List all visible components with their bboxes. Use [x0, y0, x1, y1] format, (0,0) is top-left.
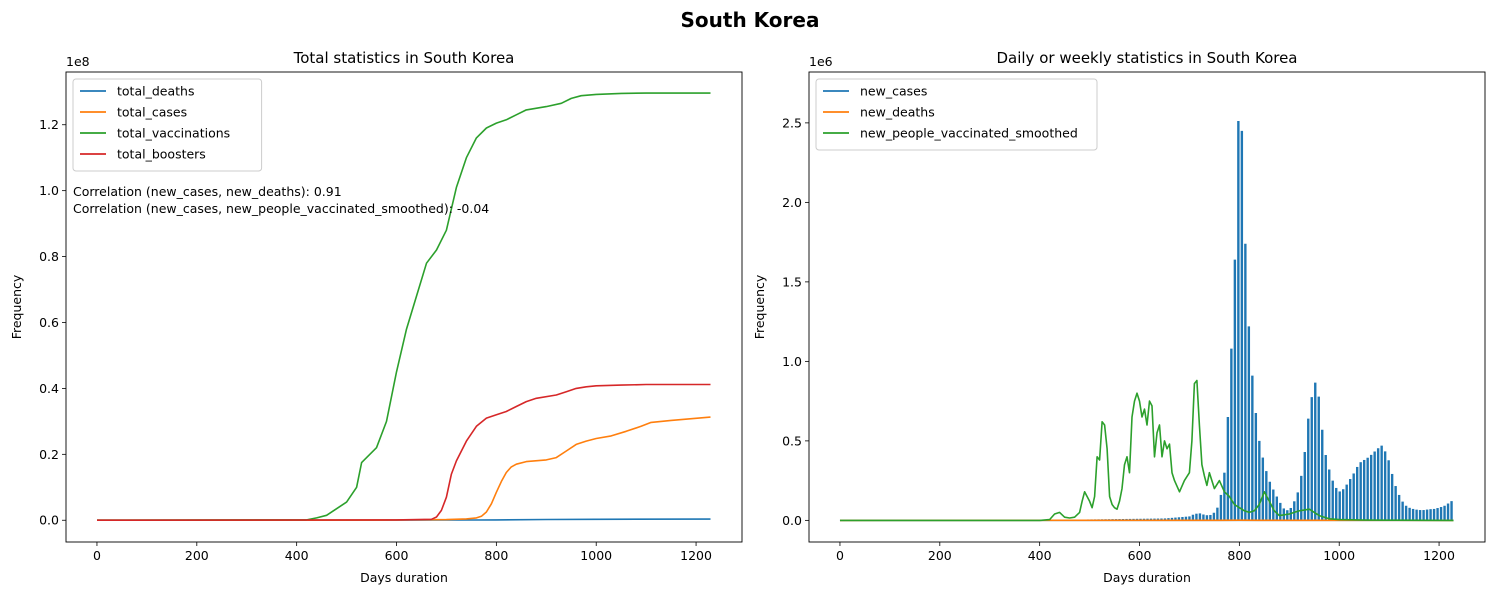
- figure-suptitle: South Korea: [681, 8, 820, 32]
- series-total_cases: [97, 416, 711, 521]
- y-tick-label: 0.4: [39, 381, 59, 396]
- correlation-annotation: Correlation (new_cases, new_people_vacci…: [73, 201, 489, 216]
- y-tick-label: 1.5: [782, 274, 802, 289]
- y-axis-label: Frequency: [9, 274, 24, 339]
- y-multiplier: 1e8: [66, 54, 90, 69]
- x-tick-label: 800: [1227, 548, 1251, 563]
- y-axis-label: Frequency: [752, 274, 767, 339]
- x-tick-label: 1000: [580, 548, 612, 563]
- legend-label-new_cases: new_cases: [860, 84, 927, 99]
- x-tick-label: 0: [93, 548, 101, 563]
- x-tick-label: 200: [928, 548, 952, 563]
- legend-box: [72, 78, 263, 172]
- x-tick-label: 600: [385, 548, 409, 563]
- legend-label-total_boosters: total_boosters: [117, 147, 206, 162]
- x-tick-label: 200: [185, 548, 209, 563]
- series-new_cases: [839, 120, 1454, 522]
- x-axis-label: Days duration: [1103, 570, 1191, 585]
- y-tick-label: 0.0: [782, 513, 802, 528]
- y-tick-label: 0.8: [39, 249, 59, 264]
- x-tick-label: 400: [285, 548, 309, 563]
- legend: new_cases new_deaths new_people_vaccinated…: [815, 78, 1098, 151]
- legend-label-new_deaths: new_deaths: [860, 105, 935, 120]
- axes-frame: [65, 71, 743, 543]
- x-tick-label: 0: [836, 548, 844, 563]
- x-tick-label: 400: [1028, 548, 1052, 563]
- series-new_people_vaccinated_smoothed: [840, 379, 1454, 522]
- y-tick-label: 1.0: [782, 354, 802, 369]
- correlation-annotation: Correlation (new_cases, new_deaths): 0.9…: [73, 184, 342, 199]
- plot-area: [839, 120, 1454, 522]
- y-tick-label: 0.2: [39, 447, 59, 462]
- series-total_boosters: [96, 383, 711, 521]
- x-tick-label: 800: [484, 548, 508, 563]
- chart-title: Daily or weekly statistics in South Kore…: [996, 49, 1297, 67]
- plot-area: [96, 92, 711, 521]
- y-tick-label: 0.0: [39, 513, 59, 528]
- y-tick-label: 2.5: [782, 115, 802, 130]
- x-tick-label: 1200: [680, 548, 712, 563]
- x-tick-label: 1200: [1423, 548, 1455, 563]
- y-tick-label: 0.5: [782, 433, 802, 448]
- y-tick-label: 2.0: [782, 195, 802, 210]
- y-tick-label: 1.0: [39, 183, 59, 198]
- chart-title: Total statistics in South Korea: [293, 49, 515, 67]
- x-tick-label: 1000: [1323, 548, 1355, 563]
- y-tick-label: 0.6: [39, 315, 59, 330]
- x-axis-label: Days duration: [360, 570, 448, 585]
- y-multiplier: 1e6: [809, 54, 833, 69]
- legend-label-total_cases: total_cases: [117, 105, 187, 120]
- x-tick-label: 600: [1128, 548, 1152, 563]
- legend-label-total_deaths: total_deaths: [117, 84, 194, 99]
- daily-statistics-chart: 0 200 400 600 800 1000 1200 0.0 0.5 1.0 1.5 2.0 2.5 1…: [752, 49, 1486, 585]
- legend: total_deaths total_cases total_vaccination…: [72, 78, 263, 172]
- y-tick-label: 1.2: [39, 117, 59, 132]
- total-statistics-chart: 0 200 400 600 800 1000 1200 0.0 0.2 0.4 0.6 0.8 1.0 1…: [9, 49, 743, 585]
- series-total_vaccinations: [96, 92, 711, 521]
- legend-label-new_people_vaccinated_smoothed: new_people_vaccinated_smoothed: [860, 126, 1078, 141]
- axes-frame: [808, 71, 1486, 543]
- legend-box: [815, 78, 1098, 151]
- legend-label-total_vaccinations: total_vaccinations: [117, 126, 230, 141]
